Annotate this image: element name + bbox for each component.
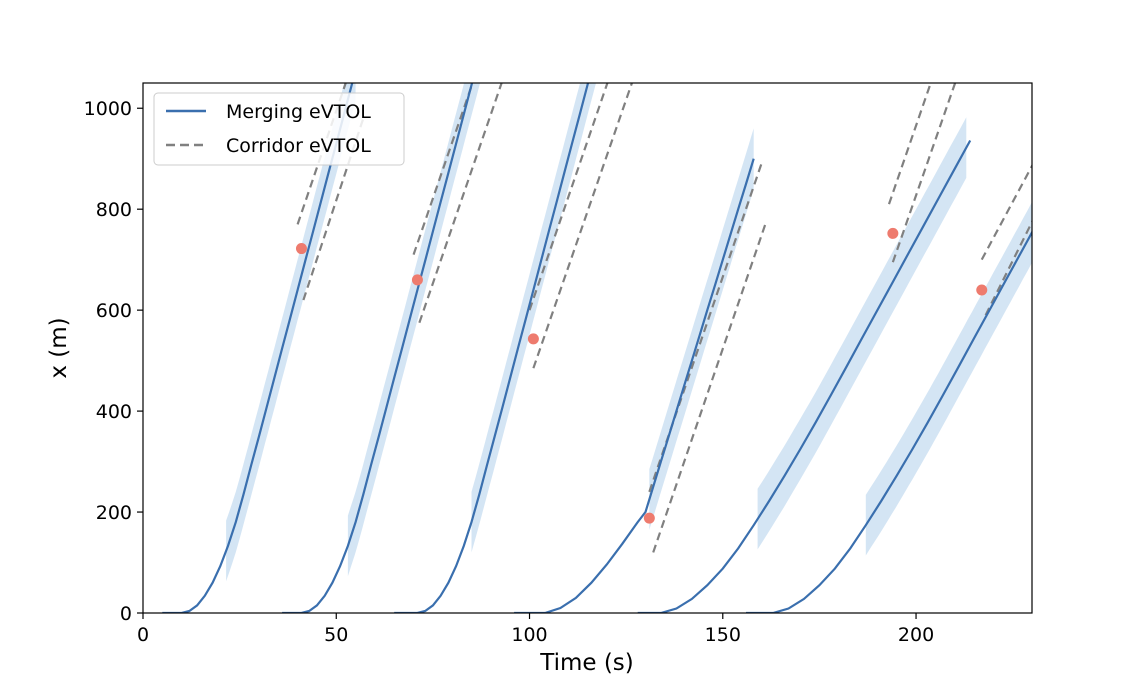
- merge-point-6: [976, 284, 988, 296]
- y-tick-label: 200: [96, 502, 132, 524]
- legend-merging-label: Merging eVTOL: [226, 101, 371, 123]
- corridor-line-11: [980, 163, 1032, 261]
- merge-point-2: [411, 274, 423, 286]
- corridor-line-10: [891, 83, 957, 263]
- corridor-line-6: [532, 83, 634, 369]
- y-axis-label: x (m): [46, 317, 72, 378]
- merging-trajectory-1: [162, 83, 354, 613]
- corridor-line-3: [412, 83, 474, 255]
- y-tick-label: 800: [96, 199, 132, 221]
- merge-point-3: [527, 333, 539, 345]
- y-tick-label: 0: [120, 603, 132, 625]
- x-tick-label: 0: [137, 624, 149, 646]
- merge-point-5: [887, 227, 899, 239]
- legend-box: [153, 92, 405, 166]
- corridor-line-9: [887, 83, 932, 205]
- uncertainty-band-1: [226, 83, 356, 582]
- uncertainty-band-5: [757, 117, 967, 550]
- uncertainty-band-3: [471, 83, 597, 553]
- plot-area: [162, 83, 1032, 613]
- y-tick-label: 1000: [84, 98, 132, 120]
- x-tick-label: 100: [511, 624, 547, 646]
- corridor-line-5: [528, 83, 609, 311]
- merging-trajectory-3: [394, 83, 590, 613]
- merge-point-4: [643, 512, 655, 524]
- legend: Merging eVTOL Corridor eVTOL: [153, 92, 405, 166]
- y-tick-label: 400: [96, 401, 132, 423]
- merge-point-1: [295, 243, 307, 255]
- x-axis-label: Time (s): [539, 650, 634, 676]
- corridor-line-8: [652, 223, 767, 553]
- merging-trajectory-4: [514, 158, 755, 613]
- y-axis: 0 200 400 600 800 1000: [84, 98, 143, 625]
- y-tick-label: 600: [96, 300, 132, 322]
- plot-frame: [142, 82, 1033, 614]
- x-axis: 0 50 100 150 200: [137, 613, 934, 646]
- legend-corridor-label: Corridor eVTOL: [226, 135, 371, 157]
- merging-trajectory-2: [282, 83, 474, 613]
- uncertainty-band-6: [865, 202, 1032, 556]
- x-tick-label: 200: [898, 624, 934, 646]
- x-tick-label: 150: [705, 624, 741, 646]
- corridor-line-12: [984, 219, 1032, 316]
- uncertainty-band-2: [347, 83, 481, 577]
- merging-trajectory-6: [746, 230, 1032, 613]
- x-tick-label: 50: [324, 624, 348, 646]
- merging-trajectory-5: [637, 139, 972, 613]
- corridor-line-4: [418, 83, 503, 324]
